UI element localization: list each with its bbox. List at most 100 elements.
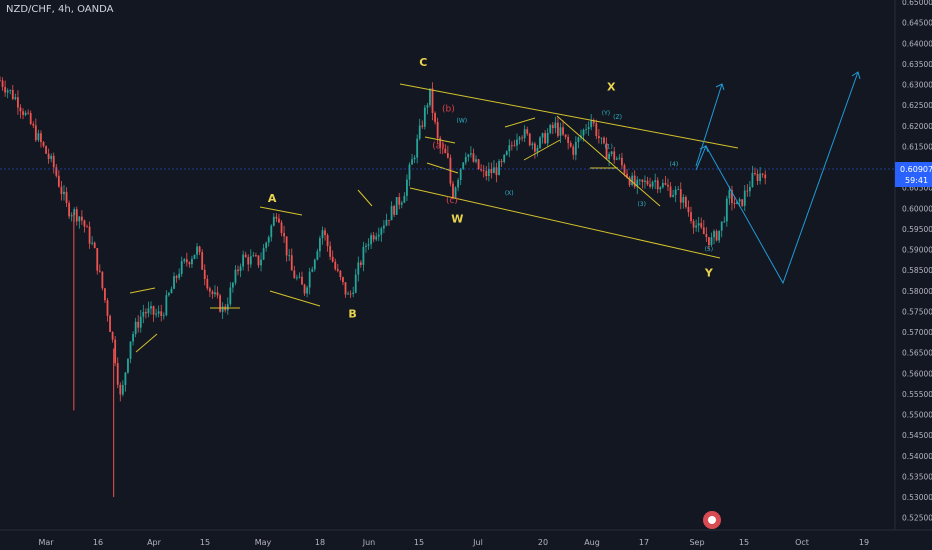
candle [29, 110, 32, 126]
time-tick-label: Jun [362, 538, 376, 547]
candle [748, 181, 751, 197]
price-tick-label: 0.62000 [902, 122, 932, 131]
candle [487, 162, 490, 182]
candle [533, 141, 536, 159]
candle [403, 192, 406, 203]
price-tick-label: 0.64000 [902, 39, 932, 48]
candle [692, 219, 695, 234]
candle [677, 186, 680, 191]
candle [621, 152, 623, 170]
candle [24, 110, 27, 117]
price-tick-label: 0.54000 [902, 452, 932, 461]
wxy-upper[interactable] [424, 136, 456, 144]
candle [549, 123, 552, 135]
candle [316, 248, 319, 261]
price-tick-label: 0.53500 [902, 472, 932, 481]
candle [705, 227, 708, 242]
candle [367, 238, 370, 250]
candle [65, 187, 68, 208]
price-tick-label: 0.64500 [902, 19, 932, 28]
time-axis[interactable]: Mar 16 Apr 15 May 18 Jun 15 Jul 20 Aug 17 Sep 15 Oct 19 [38, 538, 869, 547]
candle [531, 141, 534, 150]
time-tick-label: 15 [739, 538, 749, 547]
candle [257, 255, 260, 268]
price-tick-label: 0.59500 [902, 225, 932, 234]
wave-label: Y [704, 266, 714, 279]
candle [344, 282, 347, 298]
candle [454, 186, 457, 199]
z-upper[interactable] [504, 117, 536, 128]
candle [321, 226, 324, 245]
candle [554, 116, 557, 134]
candle [96, 247, 99, 275]
candle [636, 176, 639, 195]
candle [406, 174, 408, 201]
candle [590, 114, 593, 131]
candle [165, 290, 168, 317]
candle [185, 252, 188, 267]
channel-upper-line[interactable] [399, 83, 739, 149]
candle [587, 121, 590, 136]
candle [546, 128, 549, 147]
candle [283, 225, 285, 243]
candle [754, 167, 756, 176]
price-tick-label: 0.60000 [902, 204, 932, 213]
candle [127, 358, 129, 374]
candle [244, 251, 247, 258]
flag-may-lower[interactable] [269, 290, 321, 307]
candle [336, 263, 339, 273]
down-channel-upper[interactable] [556, 115, 661, 207]
chart-nav-button[interactable] [703, 511, 721, 529]
triangle-a-lower[interactable] [135, 333, 158, 353]
candle [86, 224, 88, 228]
candle [459, 168, 462, 186]
projection-zigzag[interactable] [695, 71, 859, 285]
triangle-a-upper[interactable] [129, 287, 156, 294]
candle [326, 233, 329, 252]
price-tick-label: 0.53000 [902, 493, 932, 502]
time-tick-label: 19 [859, 538, 869, 547]
candle [667, 178, 669, 192]
candle [687, 200, 690, 217]
flag-jun-upper[interactable] [357, 189, 373, 207]
candle [129, 341, 132, 364]
candle [708, 237, 710, 250]
z-lower[interactable] [523, 139, 561, 161]
candle [219, 293, 221, 313]
candle [743, 185, 746, 211]
candle [661, 179, 664, 189]
projection-up-leg[interactable] [695, 83, 723, 167]
projection-path[interactable] [695, 71, 861, 285]
candle [490, 162, 493, 179]
candle [78, 215, 81, 229]
pattern-drawings[interactable] [129, 83, 739, 353]
candle [702, 220, 705, 235]
candle [682, 194, 685, 209]
candle [237, 265, 239, 276]
candle [457, 177, 460, 192]
candle [713, 229, 715, 245]
candle [278, 214, 280, 224]
candle [669, 182, 672, 198]
candle [134, 317, 137, 338]
candle [510, 141, 513, 151]
candle [408, 162, 411, 187]
candle [196, 243, 198, 259]
candle [697, 216, 700, 233]
candle [528, 132, 531, 147]
flag-may-upper[interactable] [259, 206, 303, 216]
candle [695, 219, 698, 232]
candle [446, 145, 449, 159]
candle [600, 137, 603, 145]
candle [339, 270, 342, 281]
candle [761, 172, 764, 178]
candle [521, 135, 523, 142]
channel-lower-line[interactable] [409, 187, 721, 259]
candle [234, 265, 237, 286]
price-tick-label: 0.57500 [902, 307, 932, 316]
candle [98, 264, 101, 273]
wxy-lower[interactable] [426, 162, 459, 174]
candle [121, 380, 124, 397]
